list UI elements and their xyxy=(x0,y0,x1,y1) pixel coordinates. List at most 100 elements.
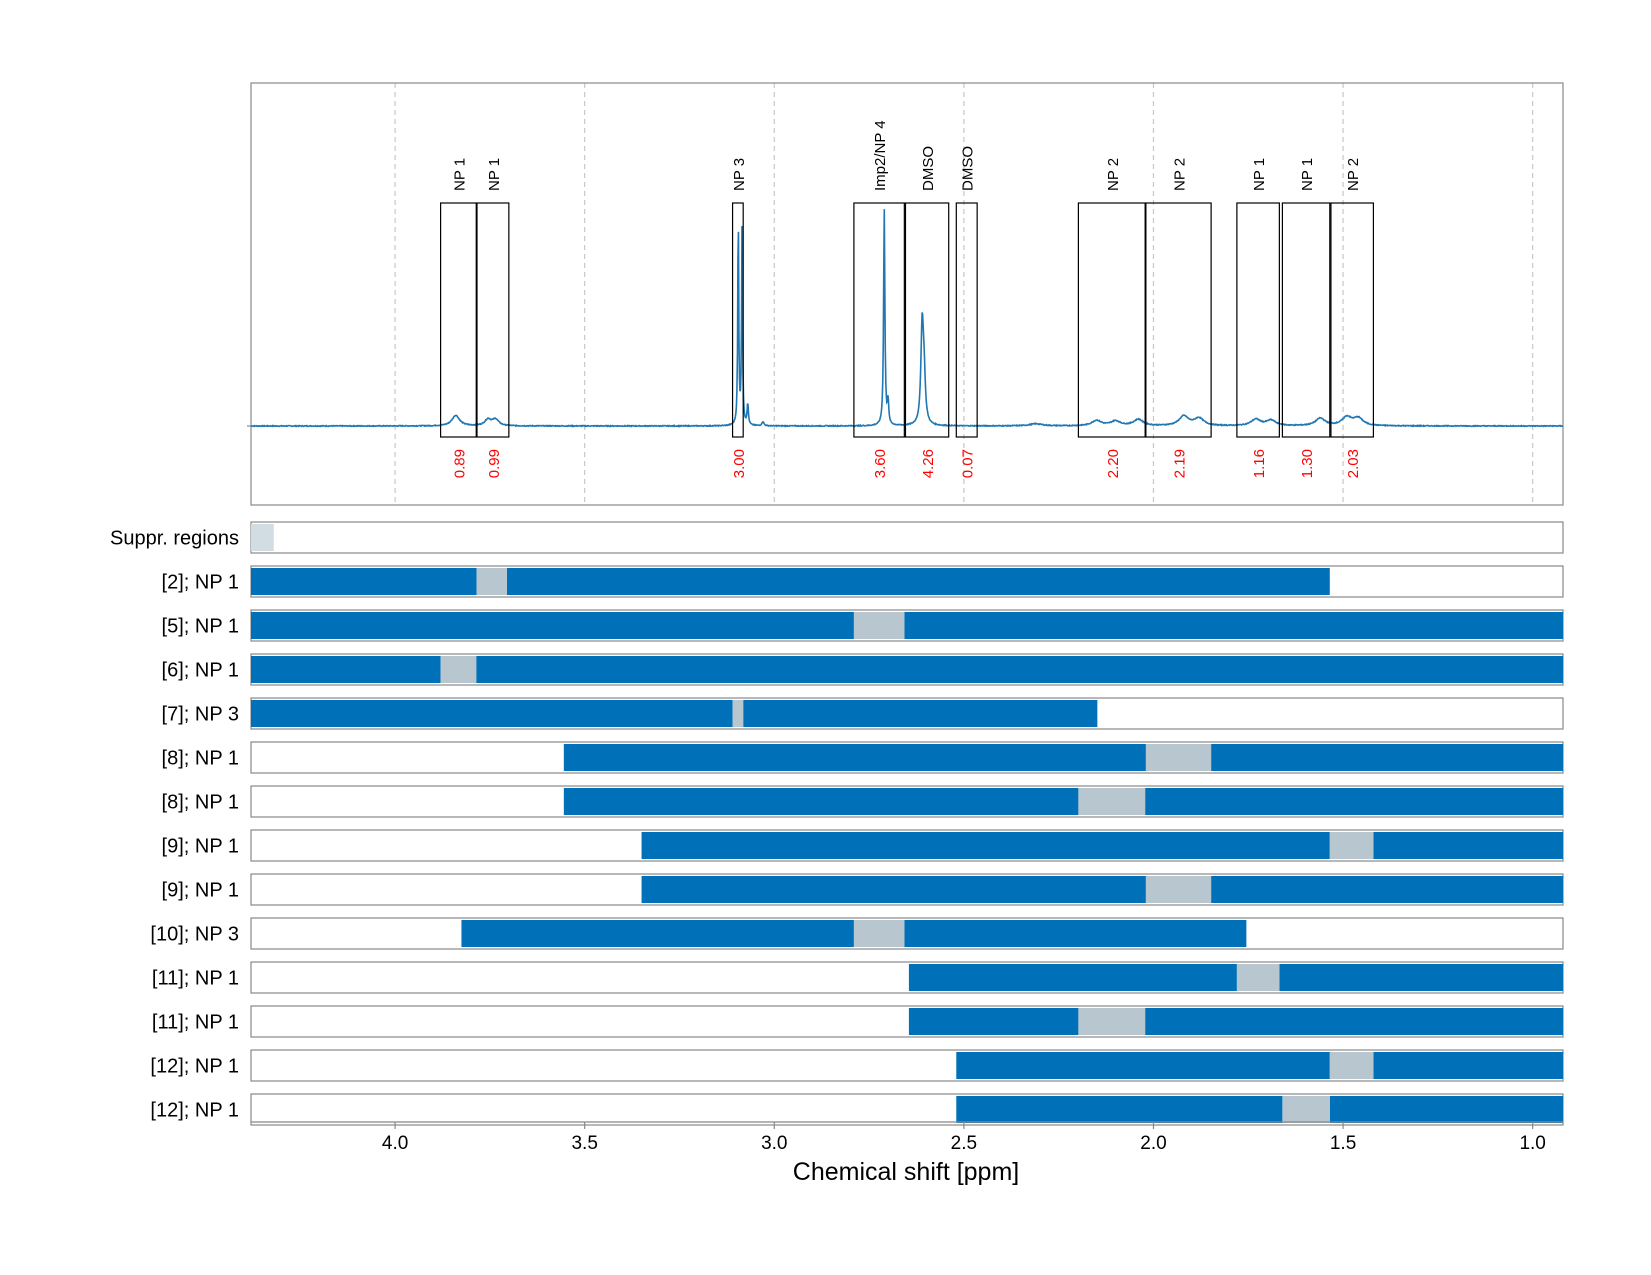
region-bar xyxy=(1211,744,1563,771)
region-bar xyxy=(908,1008,1079,1035)
region-gap xyxy=(251,524,274,551)
row-label: [9]; NP 1 xyxy=(162,836,239,858)
region-label: NP 1 xyxy=(486,158,503,191)
region-bar xyxy=(461,920,854,947)
integral-value: 0.89 xyxy=(451,449,468,478)
row-label: [11]; NP 1 xyxy=(152,968,239,990)
row-label: [5]; NP 1 xyxy=(162,616,239,638)
x-axis-title: Chemical shift [ppm] xyxy=(793,1158,1019,1186)
region-gap xyxy=(853,920,905,947)
x-tick-label: 3.0 xyxy=(761,1133,787,1154)
integral-value: 0.99 xyxy=(486,449,503,478)
region-gap xyxy=(1078,788,1146,815)
region-gap xyxy=(476,568,507,595)
x-tick-label: 3.5 xyxy=(571,1133,597,1154)
region-bar xyxy=(563,788,1079,815)
region-bar xyxy=(251,700,733,727)
region-label: NP 2 xyxy=(1345,158,1362,191)
integration-box xyxy=(955,202,978,438)
integral-value: 2.03 xyxy=(1345,449,1362,478)
integral-value: 3.60 xyxy=(872,449,889,478)
region-bar xyxy=(641,876,1146,903)
x-tick-label: 1.0 xyxy=(1519,1133,1545,1154)
region-bar xyxy=(904,612,1563,639)
vertical-gridlines xyxy=(394,83,1534,505)
region-gap xyxy=(853,612,905,639)
integral-value: 2.19 xyxy=(1172,449,1189,478)
row-label: [2]; NP 1 xyxy=(162,572,239,594)
region-label: NP 2 xyxy=(1172,158,1189,191)
region-label: DMSO xyxy=(920,146,937,191)
x-tick-label: 1.5 xyxy=(1330,1133,1356,1154)
x-tick-label: 2.5 xyxy=(951,1133,977,1154)
region-bar xyxy=(956,1052,1330,1079)
row-label: [10]; NP 3 xyxy=(150,924,239,946)
region-label: Imp2/NP 4 xyxy=(872,120,889,191)
region-label: NP 1 xyxy=(451,158,468,191)
region-gap xyxy=(1145,744,1212,771)
x-tick-label: 2.0 xyxy=(1140,1133,1166,1154)
region-bar xyxy=(1145,1008,1563,1035)
integration-box xyxy=(731,202,744,438)
integral-value: 0.07 xyxy=(960,449,977,478)
integration-box xyxy=(1330,202,1375,438)
integral-value: 2.20 xyxy=(1105,449,1122,478)
row-label: [11]; NP 1 xyxy=(152,1012,239,1034)
row-label: [7]; NP 3 xyxy=(162,704,239,726)
integral-value: 3.00 xyxy=(731,449,748,478)
integration-box xyxy=(476,202,510,438)
region-bar xyxy=(1373,832,1563,859)
region-bar xyxy=(1279,964,1563,991)
row-label: [12]; NP 1 xyxy=(150,1056,239,1078)
integration-box xyxy=(1281,202,1331,438)
region-bar xyxy=(1329,1096,1563,1123)
integral-value: 1.30 xyxy=(1299,449,1316,478)
region-bar xyxy=(641,832,1330,859)
region-bar xyxy=(251,568,477,595)
row-label: [8]; NP 1 xyxy=(162,748,239,770)
region-label: DMSO xyxy=(960,146,977,191)
row-label: [9]; NP 1 xyxy=(162,880,239,902)
row-frame xyxy=(250,521,1564,554)
row-label: [8]; NP 1 xyxy=(162,792,239,814)
x-tick-label: 4.0 xyxy=(382,1133,408,1154)
region-bar xyxy=(743,700,1098,727)
row-label: Suppr. regions xyxy=(110,528,239,550)
integral-value: 1.16 xyxy=(1251,449,1268,478)
region-label: NP 2 xyxy=(1105,158,1122,191)
region-label: NP 3 xyxy=(731,158,748,191)
x-axis: 4.0 3.5 3.0 2.5 2.0 1.5 1.0 xyxy=(251,1121,1563,1154)
region-label: NP 1 xyxy=(1251,158,1268,191)
region-bar xyxy=(476,656,1564,683)
integration-box xyxy=(439,202,477,438)
region-gap xyxy=(732,700,744,727)
integration-box xyxy=(1077,202,1146,438)
region-bar xyxy=(1373,1052,1563,1079)
region-bar xyxy=(1211,876,1563,903)
spectrum-line xyxy=(250,209,1564,428)
region-bar xyxy=(251,656,441,683)
region-gap xyxy=(1078,1008,1146,1035)
spectrum-panel: NP 1 0.89 NP 1 0.99 NP 3 3.00 Imp2/NP 4 3.60 DMS… xyxy=(247,82,1564,506)
region-bar xyxy=(563,744,1146,771)
region-rows: Suppr. regions [2]; NP 1 [5]; NP 1 [6]; NP … xyxy=(110,521,1564,1126)
integration-box xyxy=(904,202,950,438)
region-bar xyxy=(251,612,854,639)
row-label: [12]; NP 1 xyxy=(150,1100,239,1122)
region-bar xyxy=(904,920,1247,947)
region-bar xyxy=(908,964,1237,991)
region-label: NP 1 xyxy=(1299,158,1316,191)
region-gap xyxy=(1282,1096,1330,1123)
region-gap xyxy=(440,656,477,683)
spectrum-frame xyxy=(250,82,1564,506)
region-bar xyxy=(506,568,1330,595)
region-gap xyxy=(1329,1052,1374,1079)
region-bar xyxy=(956,1096,1283,1123)
integration-box xyxy=(853,202,905,438)
row-label: [6]; NP 1 xyxy=(162,660,239,682)
region-gap xyxy=(1236,964,1280,991)
region-bar xyxy=(1145,788,1563,815)
region-gap xyxy=(1145,876,1212,903)
integral-value: 4.26 xyxy=(920,449,937,478)
